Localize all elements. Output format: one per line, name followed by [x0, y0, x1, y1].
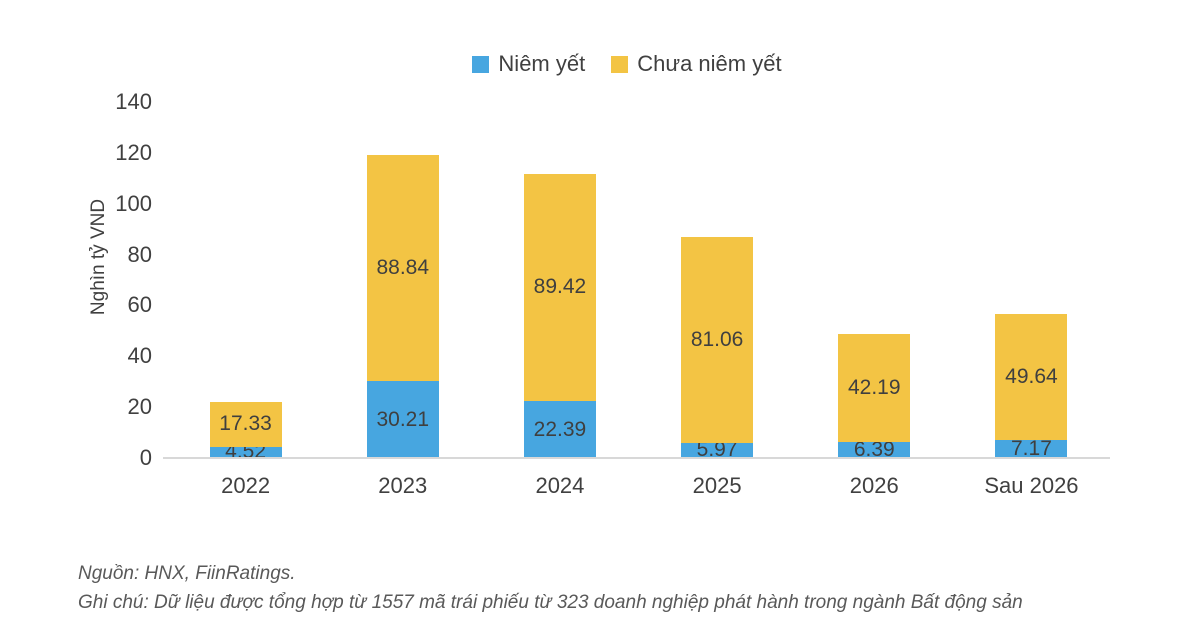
bar-segment: 42.19 [838, 334, 911, 442]
plot-area: 4.52 17.33 30.21 88.84 22.39 89.42 5.97 81.06 6.… [163, 102, 1110, 463]
bar-value-label: 81.06 [690, 327, 744, 351]
y-tick-label: 80 [127, 241, 152, 267]
bar-slot: 30.21 88.84 [324, 102, 481, 458]
bar-slot: 6.39 42.19 [796, 102, 953, 461]
stacked-bar: 4.52 17.33 [209, 402, 282, 463]
legend-label-niem-yet: Niêm yết [498, 51, 586, 76]
bar-value-label: 6.39 [853, 437, 895, 461]
methodology-note: Ghi chú: Dữ liệu được tổng hợp từ 1557 m… [78, 592, 1023, 613]
legend-swatch-yellow-icon [611, 55, 629, 73]
bar-segment: 49.64 [995, 313, 1068, 440]
bars-area: 4.52 17.33 30.21 88.84 22.39 89.42 5.97 81.06 6.… [167, 102, 1110, 463]
x-axis-label: Sau 2026 [984, 473, 1079, 498]
stacked-bar: 5.97 81.06 [681, 236, 754, 461]
source-note: Nguồn: HNX, FiinRatings. [78, 563, 296, 584]
bar-value-label: 22.39 [533, 417, 587, 441]
bar-value-label: 30.21 [376, 407, 430, 431]
bar-slot: 7.17 49.64 [953, 102, 1110, 460]
bar-segment: 81.06 [681, 236, 754, 443]
y-tick-label: 20 [127, 394, 152, 420]
bar-segment: 5.97 [681, 438, 754, 461]
bar-slot: 4.52 17.33 [167, 102, 324, 463]
x-axis-label: 2022 [221, 473, 271, 498]
stacked-bar: 7.17 49.64 [995, 313, 1068, 460]
legend-item-niem-yet: Niêm yết [472, 51, 585, 77]
stacked-bar: 6.39 42.19 [838, 334, 911, 461]
legend-label-chua-niem-yet: Chưa niêm yết [637, 51, 782, 76]
chart-footer: Nguồn: HNX, FiinRatings. Ghi chú: Dữ liệ… [78, 559, 1023, 617]
bar-segment: 30.21 [366, 381, 439, 458]
legend-item-chua-niem-yet: Chưa niêm yết [611, 51, 782, 77]
x-axis-label: 2023 [378, 473, 428, 498]
bar-value-label: 88.84 [376, 256, 430, 280]
y-tick-label: 120 [115, 139, 152, 165]
legend-swatch-blue-icon [472, 55, 490, 73]
bar-value-label: 42.19 [847, 376, 901, 400]
bar-slot: 22.39 89.42 [481, 102, 638, 458]
bar-segment: 7.17 [995, 436, 1068, 460]
x-axis-label: 2026 [849, 473, 899, 498]
bar-value-label: 7.17 [1011, 436, 1052, 460]
y-tick-label: 0 [139, 445, 152, 470]
bar-segment: 22.39 [523, 401, 596, 458]
bar-value-label: 17.33 [219, 412, 272, 436]
stacked-bar: 30.21 88.84 [366, 155, 439, 458]
bar-segment: 17.33 [209, 402, 282, 447]
y-tick-label: 140 [115, 89, 152, 114]
chart-legend: Niêm yết Chưa niêm yết [0, 51, 1200, 77]
bar-segment: 89.42 [523, 173, 596, 402]
bar-value-label: 5.97 [696, 438, 738, 462]
x-axis-label: 2025 [692, 473, 742, 498]
y-tick-label: 40 [127, 343, 152, 369]
x-axis-line [163, 457, 1110, 459]
y-tick-label: 100 [115, 190, 152, 216]
x-axis-label: 2024 [535, 473, 585, 498]
bar-segment: 6.39 [838, 438, 911, 461]
y-tick-label: 60 [127, 292, 152, 318]
bar-slot: 5.97 81.06 [639, 102, 796, 461]
x-axis-labels: 2022 2023 2024 2025 2026 Sau 2026 [167, 473, 1110, 499]
bar-segment: 88.84 [366, 155, 439, 382]
bar-value-label: 49.64 [1005, 364, 1058, 388]
y-axis-ticks: 0 20 40 60 80 100 120 140 [0, 91, 152, 469]
bar-value-label: 89.42 [533, 275, 587, 299]
stacked-bar: 22.39 89.42 [523, 173, 596, 458]
